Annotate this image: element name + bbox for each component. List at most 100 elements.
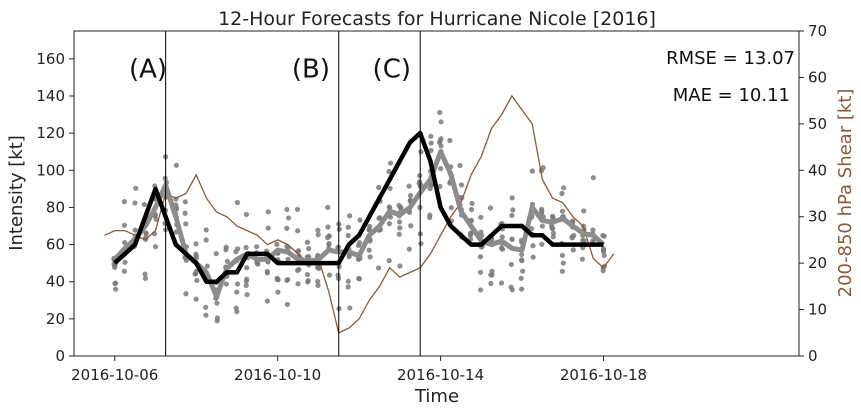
ensemble-member-point — [539, 208, 545, 214]
ensemble-member-point — [235, 281, 241, 287]
ensemble-member-point — [336, 226, 342, 232]
ensemble-member-point — [141, 201, 147, 208]
ensemble-member-point — [489, 272, 495, 278]
ensemble-member-point — [397, 225, 403, 231]
ensemble-member-point — [315, 282, 321, 289]
ensemble-member-point — [326, 241, 332, 248]
ensemble-member-point — [406, 183, 412, 189]
ensemble-member-point — [265, 209, 271, 215]
ensemble-member-point — [345, 278, 351, 284]
ensemble-member-point — [559, 208, 566, 214]
ensemble-member-point — [529, 226, 535, 232]
ensemble-member-point — [204, 263, 210, 269]
ensemble-member-point — [478, 214, 484, 220]
ensemble-member-point — [367, 254, 373, 260]
ensemble-member-point — [284, 206, 290, 213]
y2-tick-label: 40 — [808, 161, 827, 179]
ensemble-member-point — [407, 192, 414, 199]
ensemble-member-point — [305, 278, 311, 284]
ensemble-member-point — [152, 244, 159, 250]
ensemble-member-point — [203, 227, 209, 233]
ensemble-member-point — [315, 232, 321, 238]
ensemble-member-point — [550, 230, 557, 236]
y-tick-label: 100 — [36, 161, 65, 179]
ensemble-member-point — [428, 133, 434, 139]
ensemble-member-point — [438, 119, 444, 125]
regime-dividers — [165, 31, 421, 356]
ensemble-member-point — [357, 217, 363, 223]
ensemble-member-point — [243, 211, 249, 218]
y2-tick-label: 0 — [808, 347, 818, 365]
ensemble-member-point — [304, 271, 311, 278]
ensemble-member-point — [549, 223, 555, 229]
ensemble-member-point — [142, 275, 149, 282]
x-tick-label: 2016-10-18 — [560, 366, 647, 384]
ensemble-member-point — [600, 247, 607, 253]
ensemble-member-point — [519, 286, 525, 292]
ensemble-member-point — [561, 185, 567, 191]
y-tick-label: 120 — [36, 124, 65, 142]
ensemble-member-point — [487, 205, 494, 211]
shear-series-line — [104, 94, 615, 334]
ensemble-member-point — [304, 254, 310, 260]
y2-tick-label: 60 — [808, 68, 827, 86]
right-axis: 0 10 20 30 40 50 60 70 — [799, 22, 827, 365]
ensemble-member-point — [457, 162, 463, 169]
ensemble-member-point — [121, 268, 127, 274]
ensemble-member-point — [243, 244, 249, 251]
y-tick-label: 40 — [46, 273, 65, 291]
ensemble-member-point — [286, 215, 292, 221]
ensemble-member-point — [488, 280, 494, 287]
ensemble-member-point — [324, 235, 331, 241]
ensemble-member-point — [519, 258, 525, 264]
ensemble-member-point — [243, 278, 249, 284]
panel-label: (B) — [292, 54, 330, 84]
ensemble-member-point — [539, 241, 545, 247]
ensemble-member-point — [203, 312, 209, 318]
ensemble-member-point — [214, 315, 221, 321]
ensemble-member-point — [304, 239, 311, 245]
ensemble-member-point — [244, 291, 250, 298]
ensemble-member-point — [133, 185, 139, 191]
y2-tick-label: 20 — [808, 254, 827, 272]
ensemble-member-point — [325, 204, 331, 211]
ensemble-member-point — [581, 208, 587, 214]
ensemble-member-point — [194, 277, 200, 284]
ensemble-member-point — [468, 230, 474, 236]
ensemble-member-point — [375, 265, 382, 271]
ensemble-member-point — [264, 268, 270, 275]
ensemble-member-point — [275, 289, 281, 295]
ensemble-member-point — [296, 266, 302, 273]
ensemble-member-point — [121, 199, 127, 205]
ensemble-member-point — [346, 213, 353, 219]
ensemble-member-point — [355, 256, 362, 263]
ensemble-member-point — [345, 284, 351, 290]
ensemble-member-point — [275, 277, 281, 283]
ensemble-member-point — [396, 219, 403, 225]
ensemble-member-point — [315, 227, 321, 233]
ensemble-member-point — [499, 234, 505, 240]
ensemble-member-point — [295, 228, 301, 234]
mae-text: MAE = 10.11 — [673, 85, 790, 106]
ensemble-member-point — [265, 225, 271, 231]
ensemble-member-point — [418, 240, 424, 247]
ensemble-member-point — [590, 175, 596, 181]
ensemble-member-point — [254, 244, 260, 250]
ensemble-member-point — [559, 268, 565, 274]
y2-axis-label: 200-850 hPa Shear [kt] — [835, 89, 856, 298]
y-tick-label: 160 — [36, 50, 65, 68]
ensemble-member-point — [509, 212, 515, 219]
ensemble-member-point — [345, 232, 351, 239]
ensemble-member-point — [386, 168, 392, 175]
ensemble-member-point — [386, 221, 393, 227]
ensemble-member-point — [518, 275, 524, 281]
ensemble-member-point — [396, 231, 402, 237]
y2-tick-label: 70 — [808, 22, 827, 40]
ensemble-member-point — [468, 206, 475, 213]
ensemble-member-point — [601, 233, 607, 239]
left-axis: 0 20 40 60 80 100 120 140 160 — [36, 50, 74, 365]
ensemble-member-point — [326, 272, 333, 278]
ensemble-member-point — [427, 212, 433, 218]
ensemble-member-point — [203, 237, 209, 243]
ensemble-member-point — [559, 252, 566, 258]
